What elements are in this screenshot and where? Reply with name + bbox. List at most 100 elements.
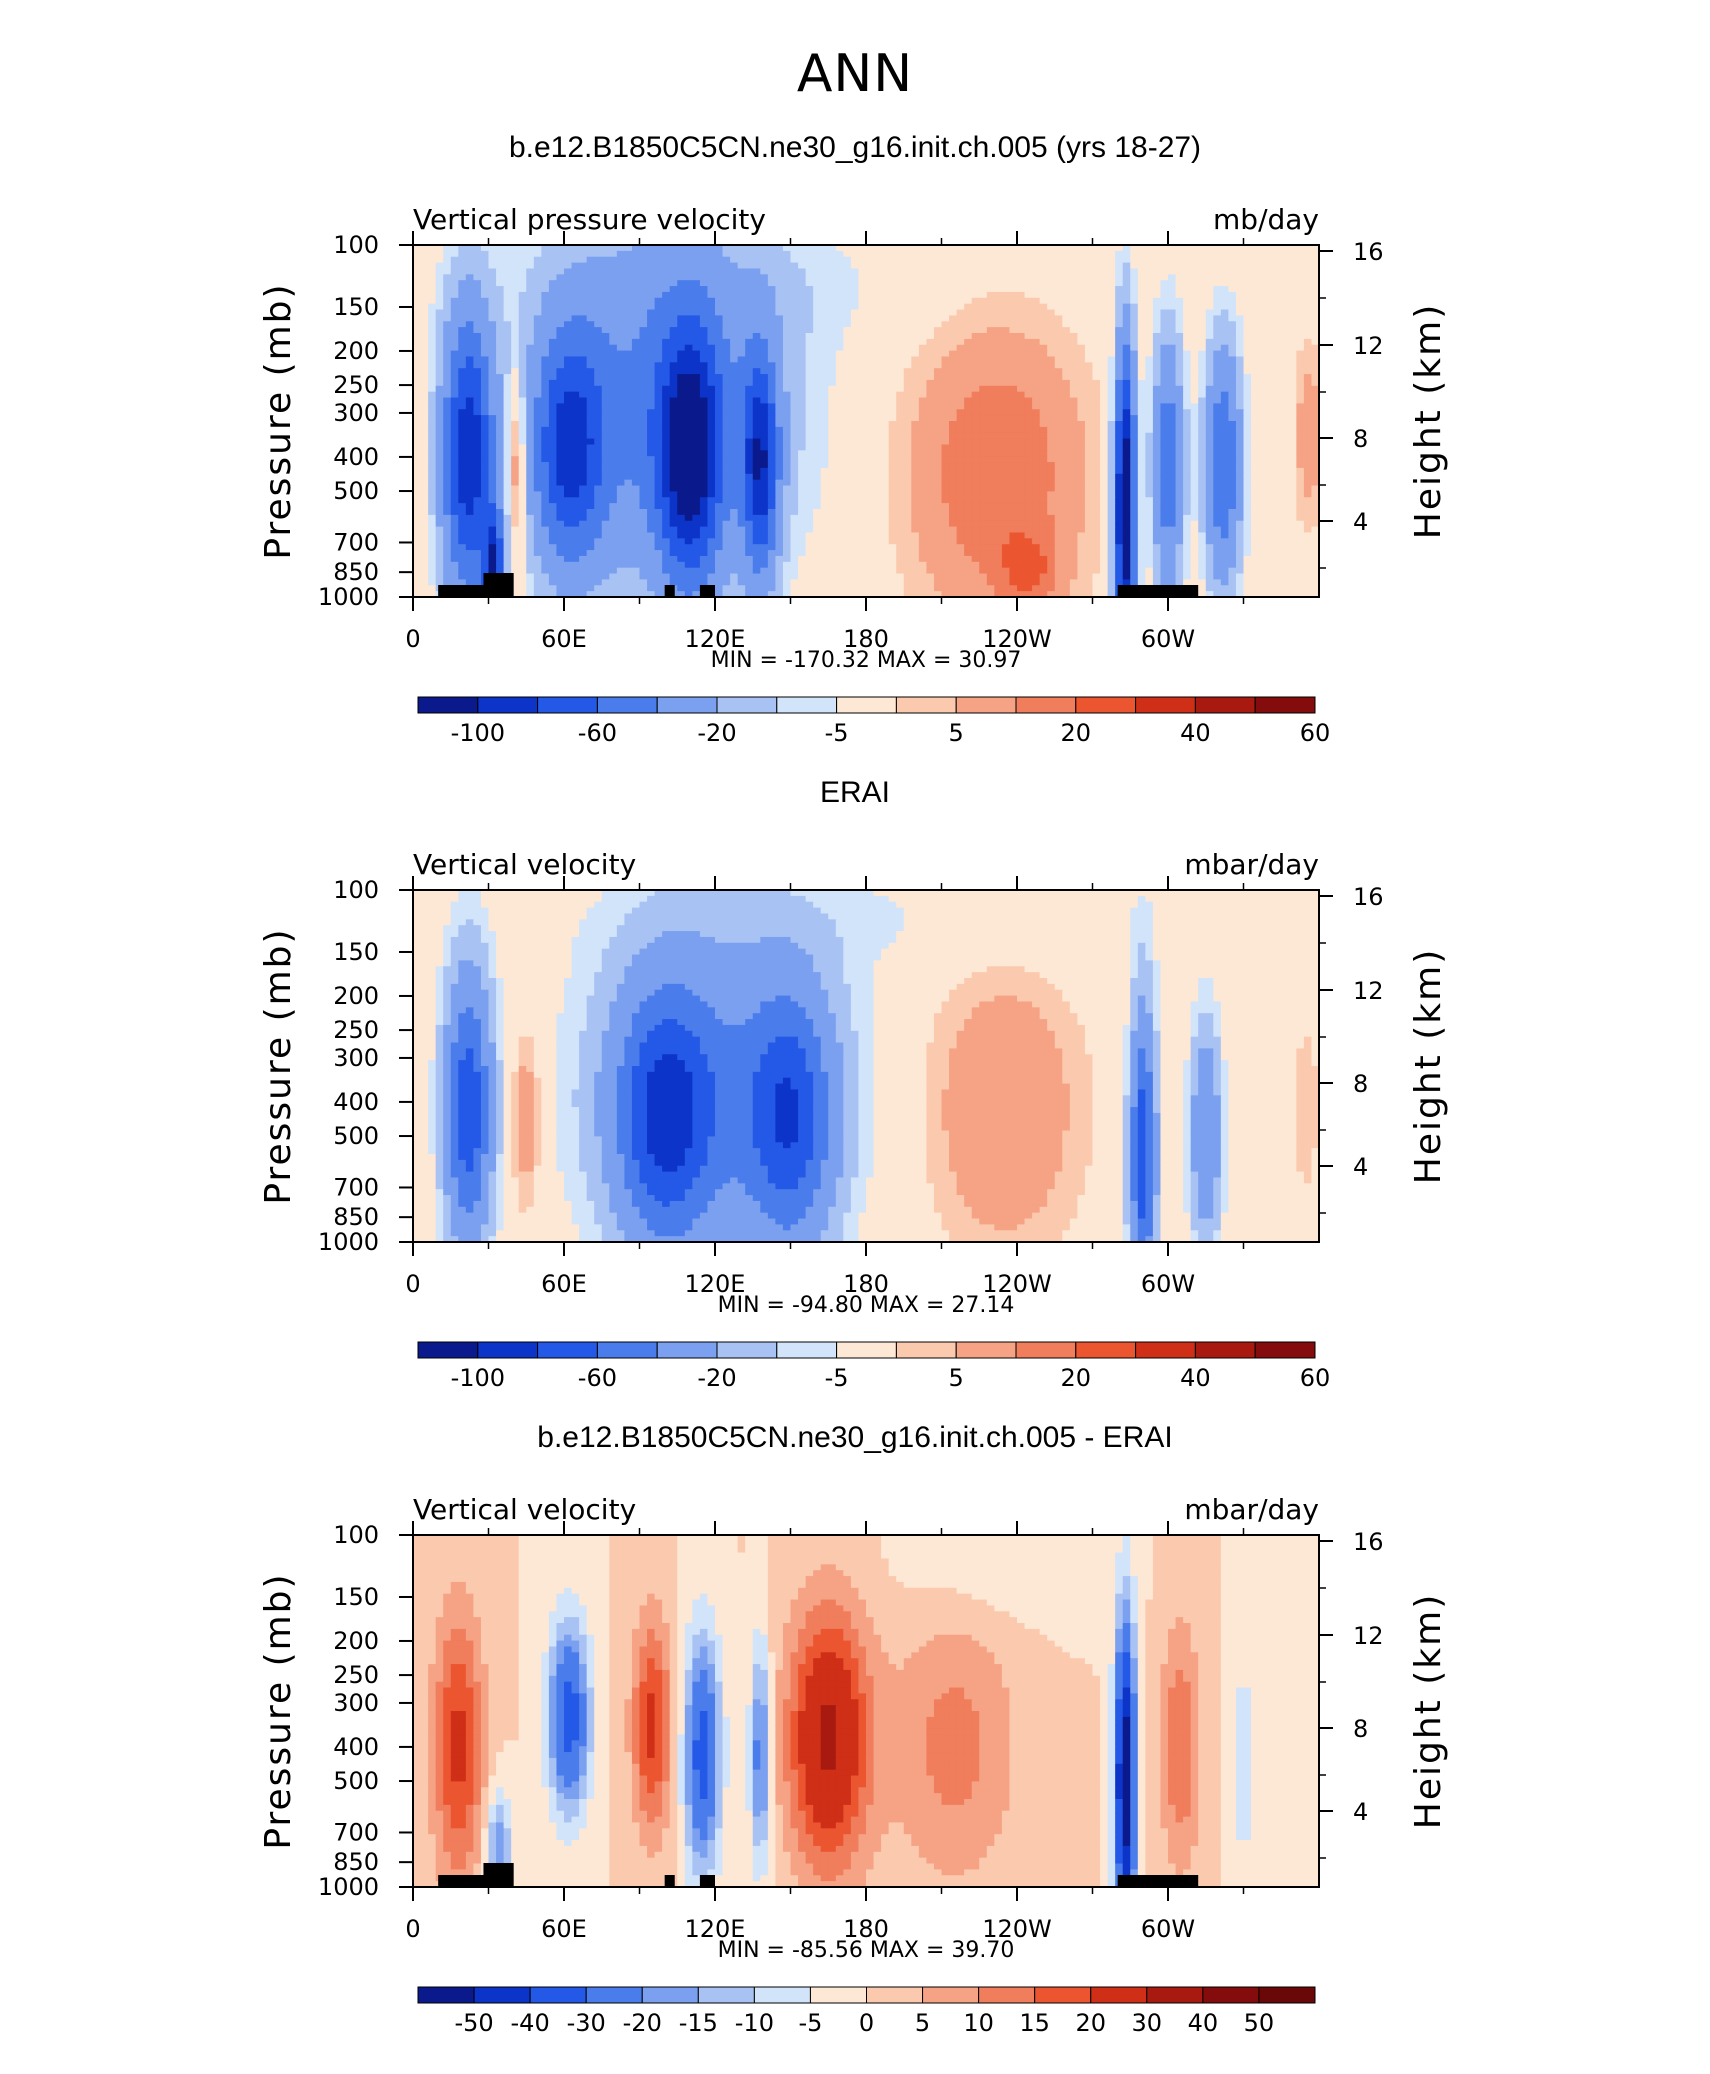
field-cell xyxy=(586,403,595,410)
field-cell xyxy=(722,403,731,410)
field-cell xyxy=(420,280,429,287)
field-cell xyxy=(850,462,860,469)
field-cell xyxy=(994,303,1003,311)
field-cell xyxy=(631,450,641,457)
field-cell xyxy=(745,467,754,475)
field-cell xyxy=(737,333,746,340)
field-cell xyxy=(1303,291,1313,299)
field-cell xyxy=(692,473,701,481)
field-cell xyxy=(1054,473,1063,481)
field-cell xyxy=(858,268,867,275)
field-cell xyxy=(458,262,467,270)
field-cell xyxy=(1228,297,1237,305)
field-cell xyxy=(1152,333,1162,340)
field-cell xyxy=(564,385,573,393)
field-cell xyxy=(662,356,671,363)
field-cell xyxy=(518,456,527,463)
field-cell xyxy=(548,303,558,311)
field-cell xyxy=(1160,391,1169,399)
field-cell xyxy=(1198,291,1207,299)
field-cell xyxy=(1069,362,1078,369)
field-cell xyxy=(775,362,784,369)
field-cell xyxy=(767,421,776,428)
field-cell xyxy=(511,356,520,363)
field-cell xyxy=(480,397,490,404)
field-cell xyxy=(745,426,754,434)
field-cell xyxy=(609,385,618,393)
field-cell xyxy=(911,462,920,469)
field-cell xyxy=(911,356,920,363)
field-cell xyxy=(1115,297,1124,305)
field-cell xyxy=(473,268,482,275)
field-cell xyxy=(1130,286,1139,293)
field-cell xyxy=(1296,245,1305,252)
field-cell xyxy=(541,274,550,281)
field-cell xyxy=(647,309,656,316)
field-cell xyxy=(639,297,648,305)
field-cell xyxy=(1160,256,1169,264)
field-cell xyxy=(1243,403,1252,410)
field-cell xyxy=(631,303,641,311)
field-cell xyxy=(782,485,792,492)
field-cell xyxy=(518,356,527,363)
field-cell xyxy=(458,450,467,457)
field-cell xyxy=(579,262,588,270)
field-cell xyxy=(586,368,595,375)
field-cell xyxy=(1077,391,1086,399)
field-cell xyxy=(413,245,422,252)
field-cell xyxy=(888,291,897,299)
field-cell xyxy=(986,350,995,358)
field-cell xyxy=(1175,374,1184,381)
field-cell xyxy=(722,327,731,334)
field-cell xyxy=(571,450,580,457)
field-cell xyxy=(866,315,875,322)
field-cell xyxy=(496,286,505,293)
field-cell xyxy=(1228,291,1237,299)
field-cell xyxy=(1032,391,1041,399)
field-cell xyxy=(526,438,535,446)
field-cell xyxy=(1039,315,1048,322)
field-cell xyxy=(594,374,603,381)
field-cell xyxy=(767,245,776,252)
field-cell xyxy=(745,262,754,270)
field-cell xyxy=(1251,291,1260,299)
field-cell xyxy=(805,338,814,346)
field-cell xyxy=(752,368,761,375)
field-cell xyxy=(413,344,422,352)
field-cell xyxy=(541,350,550,358)
field-cell xyxy=(1311,356,1320,363)
field-cell xyxy=(798,280,807,287)
field-cell xyxy=(918,274,927,281)
field-cell xyxy=(798,462,807,469)
field-cell xyxy=(767,280,776,287)
field-cell xyxy=(488,479,497,487)
field-cell xyxy=(805,333,814,340)
field-cell xyxy=(1001,450,1011,457)
field-cell xyxy=(715,356,724,363)
field-cell xyxy=(511,385,520,393)
field-cell xyxy=(1009,456,1018,463)
field-cell xyxy=(564,315,573,322)
field-cell xyxy=(1100,391,1109,399)
field-cell xyxy=(1107,309,1116,316)
field-cell xyxy=(420,338,429,346)
field-cell xyxy=(986,280,995,287)
field-cell xyxy=(971,438,980,446)
field-cell xyxy=(790,350,799,358)
field-cell xyxy=(805,467,814,475)
field-cell xyxy=(503,426,512,434)
field-cell xyxy=(609,479,618,487)
field-cell xyxy=(465,274,474,281)
field-cell xyxy=(1296,397,1305,404)
field-cell xyxy=(1266,297,1275,305)
field-cell xyxy=(496,274,505,281)
field-cell xyxy=(805,368,814,375)
field-cell xyxy=(881,303,890,311)
field-cell xyxy=(662,438,671,446)
field-cell xyxy=(1077,274,1086,281)
field-cell xyxy=(828,467,837,475)
field-cell xyxy=(1047,438,1056,446)
field-cell xyxy=(888,456,897,463)
field-cell xyxy=(752,309,761,316)
field-cell xyxy=(533,268,542,275)
